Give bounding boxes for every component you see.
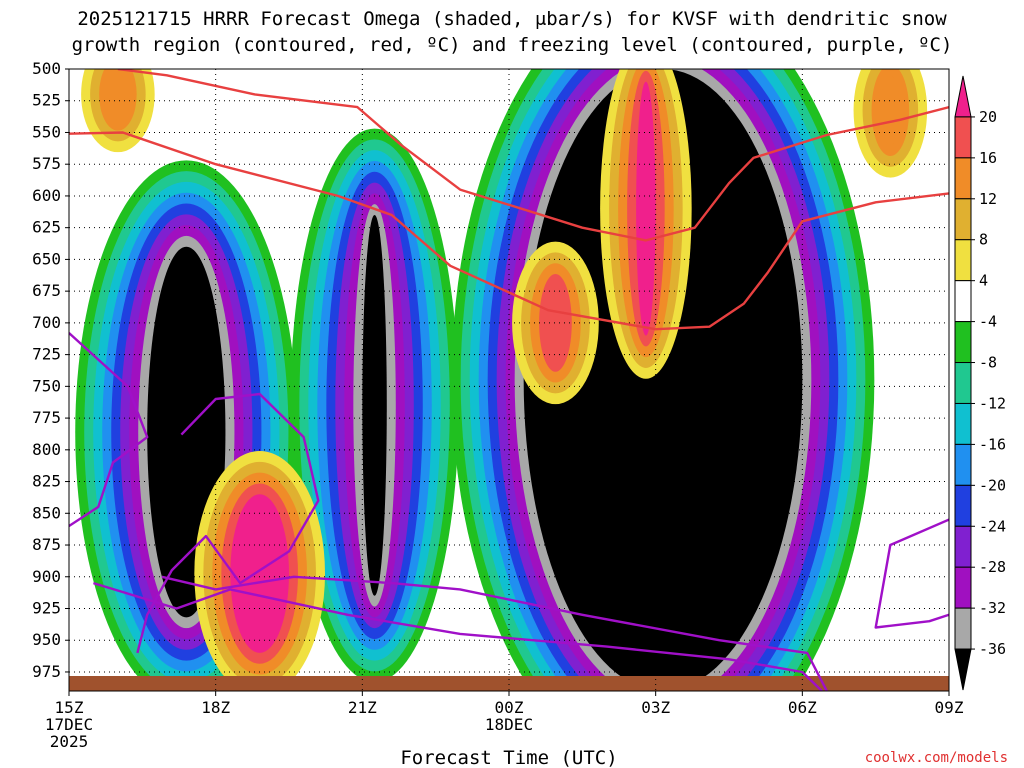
colorbar-label: -16 — [979, 435, 1006, 453]
colorbar: 20 16 12 8 4 -4 -8 -12 -16 -20 -24 -28 -32 -36 — [954, 75, 1006, 691]
omega-shading — [75, 69, 928, 691]
terrain-band — [69, 676, 949, 691]
colorbar-label: -20 — [979, 476, 1006, 494]
y-tick-label: 600 — [32, 186, 61, 205]
y-tick-label: 550 — [32, 122, 61, 141]
colorbar-segment — [954, 280, 972, 323]
omega-region — [512, 241, 599, 405]
y-tick-label: 675 — [32, 281, 61, 300]
omega-region — [451, 69, 875, 691]
omega-core — [230, 494, 289, 653]
contour-line — [69, 131, 949, 331]
omega-core — [362, 214, 387, 596]
omega-core — [636, 81, 656, 336]
y-tick-label: 825 — [32, 472, 61, 491]
colorbar-segment — [954, 607, 972, 650]
y-tick-label: 500 — [32, 59, 61, 78]
colorbar-segment — [954, 75, 972, 118]
title-line-1: 2025121715 HRRR Forecast Omega (shaded, … — [77, 8, 947, 30]
y-tick-label: 725 — [32, 345, 61, 364]
contour-line — [874, 518, 949, 629]
colorbar-segment — [954, 402, 972, 445]
plot-area — [69, 69, 949, 691]
colorbar-label: -32 — [979, 599, 1006, 617]
x-tick-label: 00Z — [495, 698, 524, 717]
y-tick-label: 625 — [32, 218, 61, 237]
colorbar-label: 20 — [979, 108, 997, 126]
x-tick-label: 18Z — [201, 698, 230, 717]
omega-region — [600, 69, 692, 379]
colorbar-label: 12 — [979, 190, 997, 208]
omega-core — [880, 75, 901, 146]
colorbar-segment — [954, 443, 972, 486]
y-tick-label: 800 — [32, 440, 61, 459]
colorbar-segment — [954, 157, 972, 200]
colorbar-segment — [954, 525, 972, 568]
omega-core — [548, 284, 563, 361]
title-line-2: growth region (contoured, red, ºC) and f… — [71, 34, 953, 56]
colorbar-label: -8 — [979, 354, 997, 372]
colorbar-label: 8 — [979, 231, 988, 249]
omega-core — [523, 69, 803, 691]
colorbar-segment — [954, 239, 972, 282]
omega-region — [853, 69, 928, 178]
colorbar-label: -28 — [979, 558, 1006, 576]
y-tick-label: 850 — [32, 503, 61, 522]
y-tick-label: 875 — [32, 535, 61, 554]
y-tick-label: 950 — [32, 630, 61, 649]
watermark: coolwx.com/models — [864, 750, 1008, 766]
colorbar-label: -24 — [979, 517, 1006, 535]
y-tick-label: 750 — [32, 376, 61, 395]
contour-lines — [69, 69, 949, 691]
y-tick-label: 925 — [32, 598, 61, 617]
y-tick-label: 650 — [32, 249, 61, 268]
y-tick-label: 575 — [32, 154, 61, 173]
colorbar-label: -4 — [979, 313, 997, 331]
colorbar-segment — [954, 198, 972, 241]
colorbar-segment — [954, 321, 972, 364]
contour-line — [161, 575, 828, 691]
x-tick-label: 17DEC — [45, 715, 93, 734]
colorbar-segment — [954, 566, 972, 609]
y-tick-label: 900 — [32, 567, 61, 586]
x-tick-label: 09Z — [935, 698, 964, 717]
contour-line — [69, 332, 149, 528]
contour-line — [136, 392, 320, 654]
chart-title: 2025121715 HRRR Forecast Omega (shaded, … — [0, 6, 1024, 58]
omega-region — [81, 69, 155, 153]
colorbar-segment — [954, 484, 972, 527]
colorbar-label: -12 — [979, 394, 1006, 412]
x-tick-label: 18DEC — [485, 715, 533, 734]
omega-core — [108, 69, 128, 120]
y-tick-label: 975 — [32, 662, 61, 681]
x-tick-label: 21Z — [348, 698, 377, 717]
omega-region — [194, 451, 325, 691]
y-tick-label: 775 — [32, 408, 61, 427]
colorbar-segment — [954, 362, 972, 404]
y-tick-label: 700 — [32, 313, 61, 332]
x-axis-title: Forecast Time (UTC) — [400, 747, 617, 768]
contour-line — [93, 581, 823, 691]
x-tick-label: 06Z — [788, 698, 817, 717]
contour-line — [117, 69, 949, 242]
x-tick-label: 15Z — [55, 698, 84, 717]
colorbar-label: -36 — [979, 640, 1006, 658]
colorbar-label: 16 — [979, 149, 997, 167]
colorbar-segment — [954, 116, 972, 159]
colorbar-label: 4 — [979, 272, 988, 290]
y-tick-label: 525 — [32, 91, 61, 110]
x-tick-label: 2025 — [50, 732, 89, 751]
colorbar-segment — [954, 648, 972, 691]
x-tick-label: 03Z — [641, 698, 670, 717]
omega-region — [290, 128, 459, 683]
y-axis: 500 525 550 575 600 625 650 675 700 725 750 775 800 8… — [32, 59, 69, 681]
